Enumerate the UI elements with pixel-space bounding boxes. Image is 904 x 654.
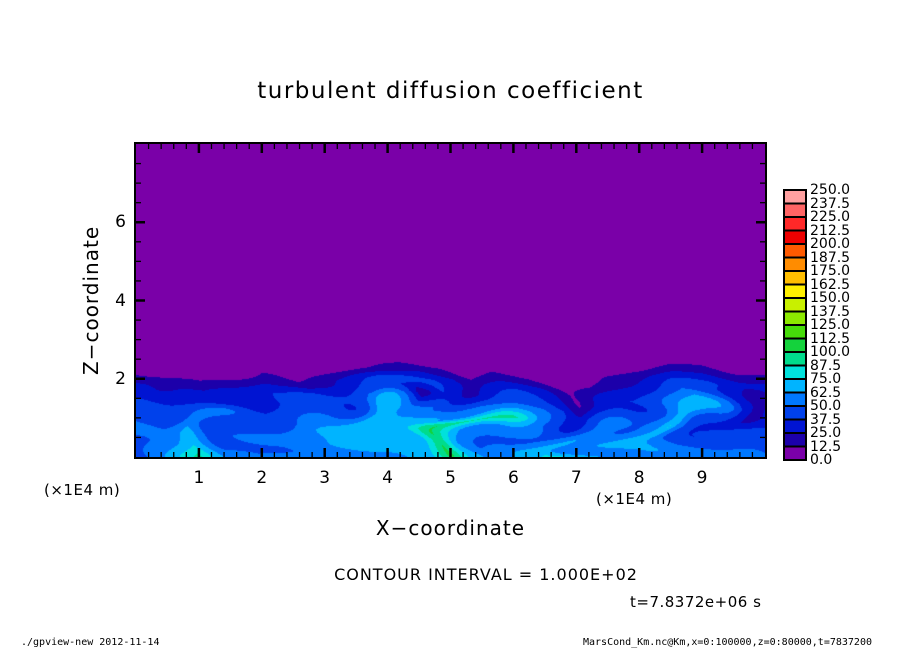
colorbar-cell [783, 310, 807, 326]
colorbar-cell [783, 378, 807, 394]
footer-command: ./gpview-new 2012-11-14 [21, 637, 160, 648]
colorbar-cell [783, 351, 807, 367]
x-axis-unit: (×1E4 m) [596, 490, 673, 508]
colorbar-tick-label: 162.5 [810, 276, 851, 293]
colorbar-tick-label: 0.0 [810, 452, 833, 468]
colorbar-cell [783, 364, 807, 380]
colorbar-cell [783, 202, 807, 218]
colorbar-tick-label: 250.0 [810, 182, 851, 198]
colorbar-tick-label: 237.5 [810, 195, 851, 212]
colorbar-tick-label: 25.0 [810, 425, 842, 441]
colorbar-cell [783, 297, 807, 313]
colorbar-tick-label: 137.5 [810, 303, 851, 320]
colorbar-tick-label: 200.0 [810, 236, 851, 252]
colorbar-tick-label: 87.5 [810, 357, 842, 374]
chart-title: turbulent diffusion coefficient [257, 78, 644, 104]
colorbar-tick-label: 12.5 [810, 438, 842, 455]
colorbar-cell [783, 418, 807, 434]
colorbar-cell [783, 445, 807, 461]
colorbar-tick-label: 50.0 [810, 398, 842, 414]
colorbar-tick-label: 212.5 [810, 222, 851, 239]
x-tick-label: 2 [256, 468, 268, 488]
time-annotation: t=7.8372e+06 s [630, 593, 762, 611]
colorbar-tick-label: 225.0 [810, 209, 851, 225]
colorbar-cell [783, 391, 807, 407]
colorbar-cell [783, 243, 807, 259]
y-axis-unit: (×1E4 m) [44, 481, 121, 499]
x-tick-label: 1 [193, 468, 205, 488]
x-tick-label: 3 [319, 468, 331, 488]
colorbar-tick-label: 125.0 [810, 317, 851, 333]
y-tick-label: 6 [115, 212, 126, 233]
colorbar-tick-label: 75.0 [810, 371, 842, 387]
colorbar-tick-label: 37.5 [810, 411, 842, 428]
y-tick-label: 4 [115, 290, 126, 311]
colorbar-cell [783, 270, 807, 286]
axis-ticks [136, 144, 765, 457]
colorbar-cell [783, 189, 807, 205]
colorbar-cell [783, 256, 807, 272]
colorbar-tick-label: 187.5 [810, 249, 851, 266]
heatmap-canvas [136, 144, 765, 457]
x-tick-label: 6 [507, 468, 519, 488]
colorbar [783, 189, 807, 461]
colorbar-cell [783, 405, 807, 421]
colorbar-tick-label: 112.5 [810, 330, 851, 347]
colorbar-tick-label: 150.0 [810, 290, 851, 306]
colorbar-tick-label: 62.5 [810, 384, 842, 401]
colorbar-cell [783, 283, 807, 299]
x-tick-label: 4 [382, 468, 393, 488]
colorbar-tick-label: 100.0 [810, 344, 851, 360]
x-tick-label: 9 [696, 468, 708, 488]
colorbar-cell [783, 337, 807, 353]
x-tick-label: 5 [445, 468, 456, 488]
x-tick-label: 8 [633, 468, 645, 488]
x-tick-label: 7 [570, 468, 582, 488]
y-tick-label: 2 [115, 368, 126, 389]
x-axis-label: X−coordinate [375, 516, 526, 540]
footer-dataset: MarsCond_Km.nc@Km,x=0:100000,z=0:80000,t… [583, 637, 872, 648]
colorbar-tick-label: 175.0 [810, 263, 851, 279]
colorbar-cell [783, 324, 807, 340]
plot-frame [134, 142, 767, 459]
colorbar-cell [783, 216, 807, 232]
colorbar-cell [783, 229, 807, 245]
contour-interval-note: CONTOUR INTERVAL = 1.000E+02 [334, 565, 638, 584]
colorbar-cell [783, 432, 807, 448]
